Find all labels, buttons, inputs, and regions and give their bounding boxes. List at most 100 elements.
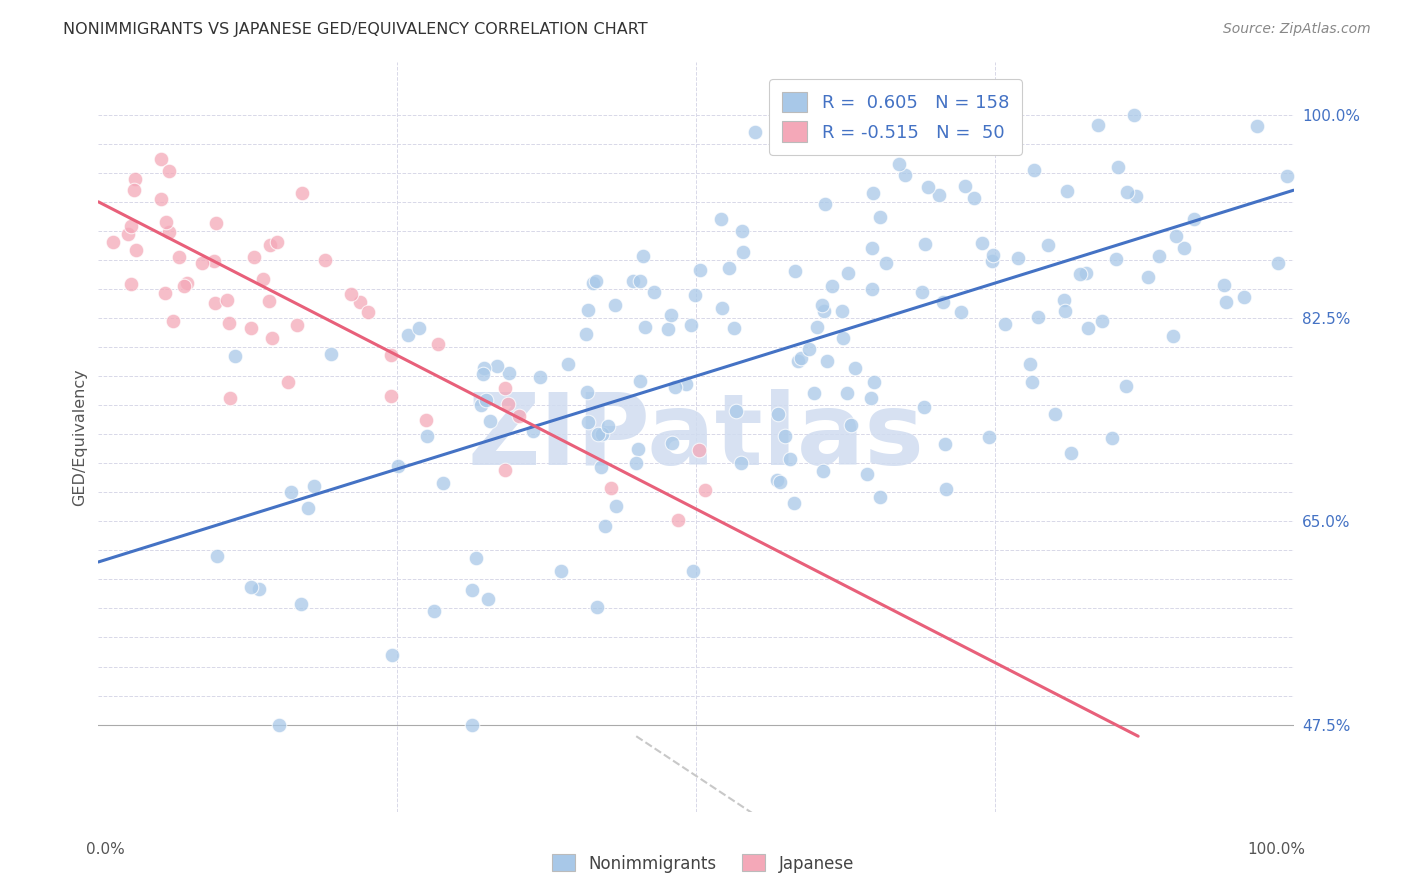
Point <box>460 583 482 598</box>
Point <box>605 500 627 514</box>
Point <box>711 301 734 316</box>
Point <box>120 277 142 291</box>
Point <box>935 482 957 496</box>
Point <box>477 592 499 607</box>
Point <box>779 452 801 467</box>
Text: NONIMMIGRANTS VS JAPANESE GED/EQUIVALENCY CORRELATION CHART: NONIMMIGRANTS VS JAPANESE GED/EQUIVALENC… <box>63 22 648 37</box>
Point <box>775 429 797 443</box>
Point <box>912 400 935 414</box>
Point <box>688 443 710 458</box>
Point <box>598 419 620 434</box>
Point <box>862 186 884 200</box>
Point <box>806 320 828 334</box>
Point <box>934 437 956 451</box>
Point <box>910 285 932 299</box>
Point <box>683 288 706 302</box>
Point <box>1104 252 1126 267</box>
Point <box>814 197 837 211</box>
Point <box>811 298 834 312</box>
Point <box>267 717 290 731</box>
Point <box>634 320 657 334</box>
Point <box>1125 189 1147 203</box>
Point <box>1091 314 1114 328</box>
Text: 100.0%: 100.0% <box>1247 842 1306 856</box>
Point <box>575 327 598 342</box>
Point <box>1164 228 1187 243</box>
Point <box>557 357 579 371</box>
Point <box>769 475 792 489</box>
Point <box>981 247 1004 261</box>
Point <box>586 599 609 614</box>
Point <box>475 392 498 407</box>
Point <box>576 415 599 429</box>
Point <box>950 305 973 319</box>
Point <box>839 418 862 433</box>
Point <box>603 298 626 312</box>
Point <box>730 456 752 470</box>
Point <box>731 245 754 260</box>
Point <box>731 224 754 238</box>
Point <box>977 430 1000 444</box>
Point <box>723 321 745 335</box>
Point <box>710 212 733 227</box>
Point <box>103 235 125 250</box>
Point <box>1052 293 1074 307</box>
Point <box>928 188 950 202</box>
Point <box>496 397 519 411</box>
Point <box>817 353 839 368</box>
Point <box>302 478 325 492</box>
Point <box>994 317 1017 331</box>
Point <box>628 274 651 288</box>
Point <box>380 389 402 403</box>
Point <box>869 491 891 505</box>
Point <box>471 367 494 381</box>
Point <box>659 309 682 323</box>
Point <box>860 241 883 255</box>
Point <box>224 349 246 363</box>
Point <box>173 278 195 293</box>
Point <box>813 304 835 318</box>
Point <box>589 459 612 474</box>
Point <box>150 192 173 206</box>
Point <box>1173 241 1195 255</box>
Point <box>576 302 599 317</box>
Point <box>1233 290 1256 304</box>
Point <box>675 377 697 392</box>
Y-axis label: GED/Equivalency: GED/Equivalency <box>72 368 87 506</box>
Point <box>661 436 683 450</box>
Point <box>380 348 402 362</box>
Point <box>1115 379 1137 393</box>
Point <box>887 157 910 171</box>
Text: ZIPatlas: ZIPatlas <box>468 389 924 485</box>
Point <box>1026 310 1049 324</box>
Point <box>766 408 789 422</box>
Point <box>797 342 820 356</box>
Point <box>217 293 239 307</box>
Point <box>239 321 262 335</box>
Point <box>917 180 939 194</box>
Point <box>621 274 644 288</box>
Point <box>981 253 1004 268</box>
Point <box>844 361 866 376</box>
Point <box>591 426 613 441</box>
Point <box>529 370 551 384</box>
Point <box>470 398 492 412</box>
Point <box>349 295 371 310</box>
Point <box>1069 267 1091 281</box>
Point <box>464 551 486 566</box>
Point <box>664 380 686 394</box>
Point <box>427 336 450 351</box>
Point <box>875 256 897 270</box>
Point <box>643 285 665 299</box>
Point <box>783 264 806 278</box>
Point <box>811 464 834 478</box>
Point <box>689 263 711 277</box>
Point <box>357 304 380 318</box>
Point <box>1107 160 1129 174</box>
Point <box>460 717 482 731</box>
Point <box>157 225 180 239</box>
Point <box>627 442 650 457</box>
Point <box>508 409 530 423</box>
Point <box>931 294 953 309</box>
Text: Source: ZipAtlas.com: Source: ZipAtlas.com <box>1223 22 1371 37</box>
